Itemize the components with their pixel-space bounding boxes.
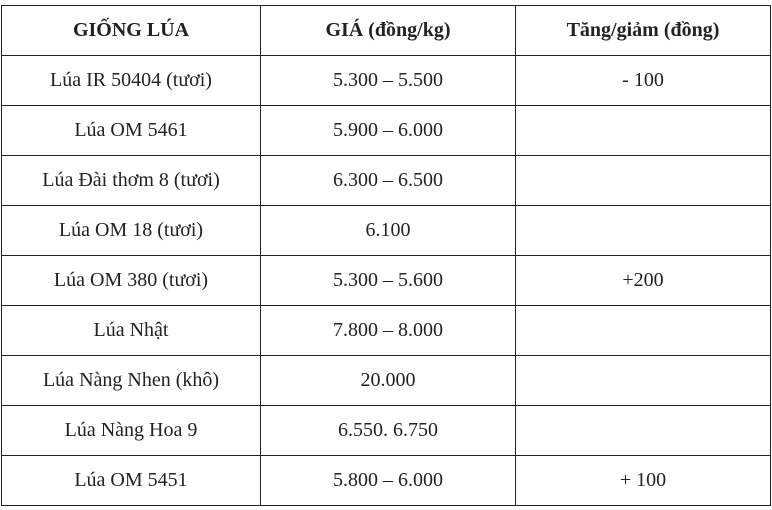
table-row: Lúa Đài thơm 8 (tươi) 6.300 – 6.500	[1, 155, 771, 206]
table-row: Lúa Nàng Nhen (khô) 20.000	[1, 355, 771, 406]
price-cell: 5.800 – 6.000	[260, 455, 516, 506]
variety-cell: Lúa Nàng Nhen (khô)	[1, 355, 261, 406]
price-cell: 7.800 – 8.000	[260, 305, 516, 356]
change-cell	[515, 155, 771, 206]
change-cell	[515, 355, 771, 406]
table-body: Lúa IR 50404 (tươi) 5.300 – 5.500- 100 Lúa…	[1, 55, 771, 506]
change-cell	[515, 205, 771, 256]
table-row: Lúa OM 18 (tươi) 6.100	[1, 205, 771, 256]
change-cell: + 100	[515, 455, 771, 506]
header-row: GIỐNG LÚA GIÁ (đồng/kg) Tăng/giảm (đồng)	[1, 5, 771, 56]
header-cell: GIÁ (đồng/kg)	[260, 5, 516, 56]
variety-cell: Lúa OM 5461	[1, 105, 261, 156]
change-cell	[515, 405, 771, 456]
table-row: Lúa OM 5461 5.900 – 6.000	[1, 105, 771, 156]
change-cell: - 100	[515, 55, 771, 106]
table-row: Lúa Nàng Hoa 9 6.550. 6.750	[1, 405, 771, 456]
variety-cell: Lúa Đài thơm 8 (tươi)	[1, 155, 261, 206]
header-cell: GIỐNG LÚA	[1, 5, 261, 56]
price-cell: 6.300 – 6.500	[260, 155, 516, 206]
variety-cell: Lúa OM 5451	[1, 455, 261, 506]
price-cell: 5.900 – 6.000	[260, 105, 516, 156]
price-cell: 5.300 – 5.600	[260, 255, 516, 306]
price-cell: 20.000	[260, 355, 516, 406]
variety-cell: Lúa IR 50404 (tươi)	[1, 55, 261, 106]
change-cell	[515, 305, 771, 356]
table-header: GIỐNG LÚA GIÁ (đồng/kg) Tăng/giảm (đồng)	[1, 5, 771, 56]
price-cell: 6.550. 6.750	[260, 405, 516, 456]
price-cell: 5.300 – 5.500	[260, 55, 516, 106]
price-table: GIỐNG LÚA GIÁ (đồng/kg) Tăng/giảm (đồng)…	[1, 5, 771, 506]
change-cell	[515, 105, 771, 156]
header-cell: Tăng/giảm (đồng)	[515, 5, 771, 56]
variety-cell: Lúa Nhật	[1, 305, 261, 356]
table-row: Lúa Nhật 7.800 – 8.000	[1, 305, 771, 356]
change-cell: +200	[515, 255, 771, 306]
variety-cell: Lúa Nàng Hoa 9	[1, 405, 261, 456]
table-row: Lúa IR 50404 (tươi) 5.300 – 5.500- 100	[1, 55, 771, 106]
variety-cell: Lúa OM 380 (tươi)	[1, 255, 261, 306]
price-cell: 6.100	[260, 205, 516, 256]
variety-cell: Lúa OM 18 (tươi)	[1, 205, 261, 256]
table-row: Lúa OM 5451 5.800 – 6.000 + 100	[1, 455, 771, 506]
table-row: Lúa OM 380 (tươi) 5.300 – 5.600 +200	[1, 255, 771, 306]
